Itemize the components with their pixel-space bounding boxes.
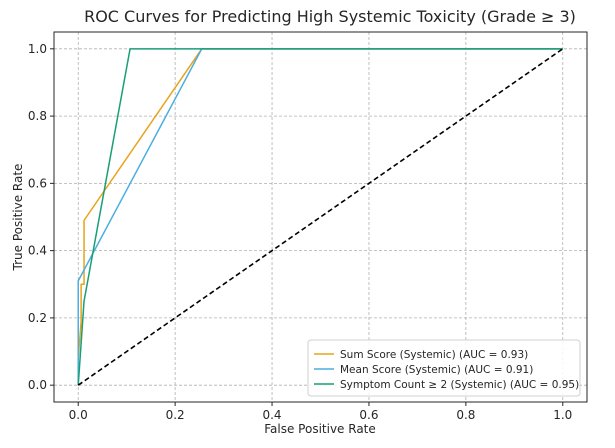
legend-box [307, 339, 581, 397]
legend-label: Sum Score (Systemic) (AUC = 0.93) [340, 349, 528, 361]
legend-label: Symptom Count ≥ 2 (Systemic) (AUC = 0.95… [340, 379, 579, 391]
x-tick-label: 0.6 [359, 408, 378, 422]
y-tick-label: 0.8 [28, 109, 47, 123]
x-tick-label: 1.0 [553, 408, 572, 422]
plot-frame [53, 31, 588, 403]
x-axis-label: False Positive Rate [264, 422, 376, 436]
chance-diagonal-line [77, 48, 564, 386]
y-tick-label: 1.0 [28, 42, 47, 56]
axis-ticks: 0.0 0.2 0.4 0.6 0.8 1.0 0.0 0.2 0.4 0.6 0.8 1.0 [28, 42, 572, 422]
x-tick-label: 0.0 [69, 408, 88, 422]
x-tick-label: 0.2 [166, 408, 185, 422]
y-tick-label: 0.4 [28, 244, 47, 258]
chart-title: ROC Curves for Predicting High Systemic … [84, 7, 576, 26]
x-tick-label: 0.8 [456, 408, 475, 422]
y-tick-label: 0.6 [28, 176, 47, 190]
series-layer [77, 48, 564, 386]
legend-label: Mean Score (Systemic) (AUC = 0.91) [340, 364, 533, 376]
y-axis-label: True Positive Rate [11, 164, 25, 272]
legend: Sum Score (Systemic) (AUC = 0.93) Mean Sc… [307, 339, 581, 397]
y-tick-label: 0.2 [28, 311, 47, 325]
x-tick-label: 0.4 [262, 408, 281, 422]
y-tick-label: 0.0 [28, 378, 47, 392]
series-line-2 [77, 48, 563, 386]
